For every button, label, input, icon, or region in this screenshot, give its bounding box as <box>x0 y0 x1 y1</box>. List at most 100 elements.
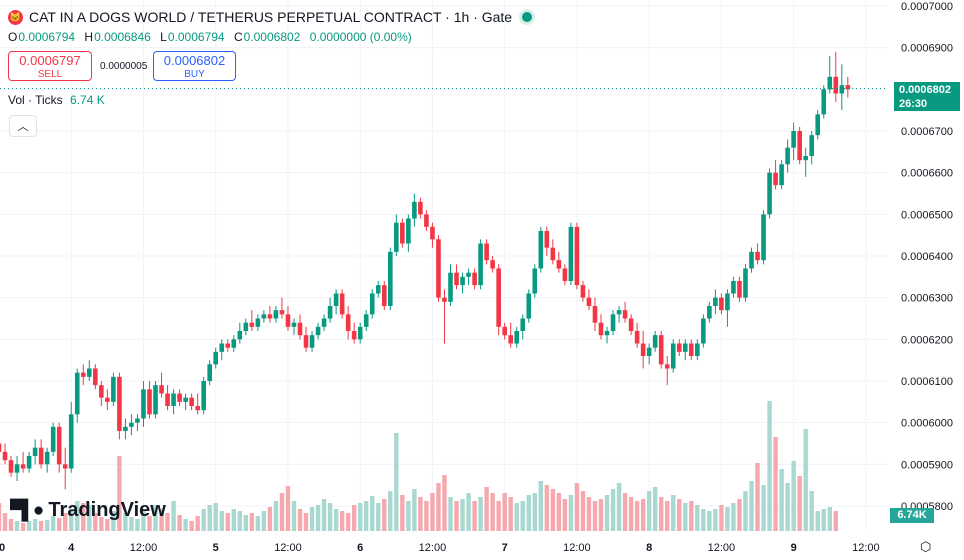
candle <box>26 451 32 473</box>
tradingview-mark-icon: ▀▌● <box>10 500 44 521</box>
chart-settings-icon[interactable]: ⬡ <box>920 539 932 554</box>
candle-body <box>141 389 146 419</box>
time-axis-label: 12:00 <box>563 542 591 554</box>
candle <box>544 226 550 256</box>
candle-body <box>207 364 212 381</box>
candle <box>761 210 766 265</box>
symbol-title[interactable]: CAT IN A DOGS WORLD / TETHERUS PERPETUAL… <box>29 9 513 25</box>
volume-bar <box>665 501 670 531</box>
volume-bar <box>273 501 279 531</box>
candle-body <box>273 310 279 319</box>
sell-label: SELL <box>37 69 63 80</box>
tradingview-logo[interactable]: ▀▌● TradingView <box>10 499 166 522</box>
candle <box>201 376 206 415</box>
candle-body <box>719 297 724 311</box>
volume-bar <box>225 513 230 531</box>
candle <box>466 268 471 286</box>
price-axis-label: 0.0006400 <box>901 251 953 263</box>
volume-legend-label[interactable]: Vol · Ticks <box>8 93 63 107</box>
sell-button[interactable]: 0.0006797 SELL <box>8 51 92 81</box>
candle <box>791 122 796 161</box>
candle <box>646 343 652 365</box>
volume-bar <box>177 515 182 531</box>
candle <box>219 339 225 361</box>
volume-bar <box>659 497 664 531</box>
candle-body <box>478 243 483 286</box>
candle-body <box>839 85 845 94</box>
candle <box>773 160 778 190</box>
volume-bar <box>532 493 537 531</box>
buy-button[interactable]: 0.0006802 BUY <box>153 51 236 81</box>
candle-body <box>538 231 544 269</box>
candle-body <box>472 272 477 286</box>
volume-bar <box>472 501 477 531</box>
candle <box>448 264 453 306</box>
volume-bar <box>50 516 56 531</box>
volume-bar <box>827 507 832 531</box>
candle-body <box>707 306 712 319</box>
price-axis-label: 0.0006900 <box>901 43 953 55</box>
candle <box>303 326 309 352</box>
candle-body <box>670 343 676 369</box>
volume-bar <box>424 501 429 531</box>
volume-bar <box>2 513 8 531</box>
candle <box>117 372 122 440</box>
candle-body <box>791 131 796 148</box>
candle <box>80 364 86 386</box>
candle-body <box>165 393 170 406</box>
candle-body <box>743 268 748 298</box>
candle <box>755 243 760 265</box>
volume-bar <box>520 501 525 531</box>
candle-body <box>213 351 219 365</box>
volume-bar <box>460 499 465 531</box>
candle-body <box>592 306 598 323</box>
candle-body <box>797 131 802 161</box>
volume-bar <box>279 493 285 531</box>
volume-bar <box>562 499 568 531</box>
volume-bar <box>418 497 423 531</box>
candle <box>165 385 170 411</box>
candle-body <box>44 451 50 465</box>
candle <box>195 393 200 415</box>
candle <box>74 368 80 423</box>
chart-header: 🐱 CAT IN A DOGS WORLD / TETHERUS PERPETU… <box>8 6 533 28</box>
candle <box>279 297 285 319</box>
candle <box>640 331 646 369</box>
volume-bar <box>183 519 188 531</box>
price-axis-label: 0.0007000 <box>901 1 953 13</box>
change-value: 0.0000000 (0.00%) <box>309 30 412 44</box>
time-axis: 00 4 12:00 5 12:00 6 12:00 7 12:00 8 12:00 9 12:00 <box>0 542 880 554</box>
candle <box>333 289 339 315</box>
time-axis-label: 8 <box>646 542 652 554</box>
candle-body <box>117 376 122 431</box>
time-axis-label: 12:00 <box>274 542 302 554</box>
candle <box>562 264 568 286</box>
candle <box>273 306 279 323</box>
volume-bar <box>815 511 820 531</box>
volume-bar <box>123 513 128 531</box>
volume-bar <box>773 437 778 531</box>
candle <box>821 85 827 119</box>
volume-bar <box>743 491 748 531</box>
chevron-up-icon: ︿ <box>17 121 29 133</box>
candle-body <box>309 335 315 348</box>
volume-bar <box>339 511 345 531</box>
volume-bar <box>165 513 170 531</box>
candle-body <box>394 222 399 252</box>
volume-bar <box>0 503 2 531</box>
candle-body <box>640 343 646 356</box>
candle <box>99 381 104 406</box>
volume-bar <box>261 511 267 531</box>
candle-body <box>761 214 766 261</box>
volume-bar <box>833 511 838 531</box>
volume-bar <box>358 503 363 531</box>
candle <box>243 318 249 336</box>
candle-body <box>32 447 38 456</box>
close-value: 0.0006802 <box>243 30 301 44</box>
candle-body <box>267 314 273 319</box>
time-axis-label: 5 <box>213 542 219 554</box>
chart-grid <box>0 0 888 530</box>
collapse-legend-button[interactable]: ︿ <box>9 115 37 137</box>
candle-body <box>8 460 14 473</box>
